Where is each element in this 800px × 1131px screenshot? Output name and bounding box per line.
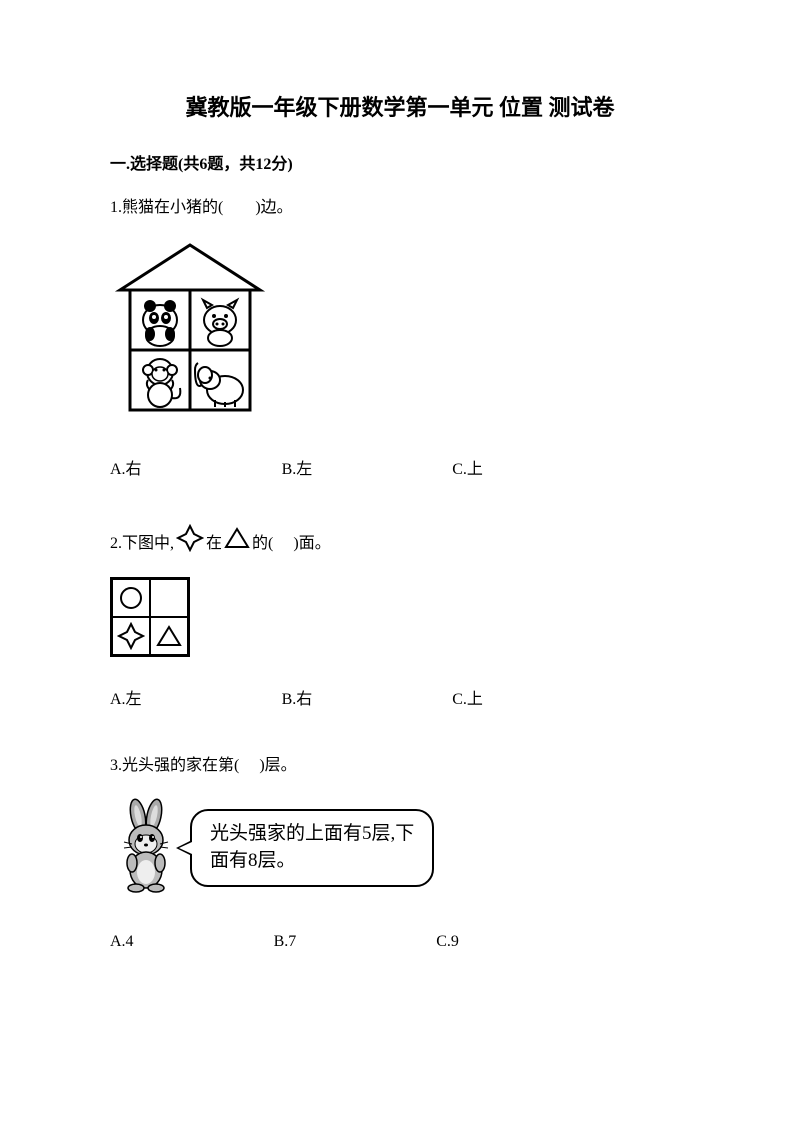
elephant-icon: [195, 363, 243, 407]
q2-option-b: B.右: [282, 685, 313, 709]
speech-bubble: 光头强家的上面有5层,下 面有8层。: [190, 809, 434, 886]
star4-icon: [176, 524, 204, 557]
bubble-line1: 光头强家的上面有5层,下: [210, 821, 414, 848]
q2-prefix: 2.下图中,: [110, 529, 174, 553]
q2-option-a: A.左: [110, 685, 142, 709]
q1-text: 1.熊猫在小猪的( )边。: [110, 196, 690, 220]
q3-option-b: B.7: [274, 933, 297, 951]
monkey-icon: [143, 359, 180, 407]
section-header: 一.选择题(共6题，共12分): [110, 150, 690, 174]
grid-cell-circle: [112, 579, 150, 617]
grid-cell-star: [112, 617, 150, 655]
q3-option-c: C.9: [436, 933, 459, 951]
q1-option-b: B.左: [282, 455, 313, 479]
q3-figure: 光头强家的上面有5层,下 面有8层。: [110, 798, 690, 898]
q2-text: 2.下图中, 在 的( )面。: [110, 524, 690, 557]
q1-options: A.右 B.左 C.上: [110, 455, 690, 479]
q1-figure: [110, 240, 690, 425]
q2-suffix: 的( )面。: [252, 529, 331, 553]
grid-cell-empty: [150, 579, 188, 617]
rabbit-icon: [110, 798, 185, 898]
q2-option-c: C.上: [452, 685, 483, 709]
bubble-line2: 面有8层。: [210, 848, 414, 875]
q3-text: 3.光头强的家在第( )层。: [110, 754, 690, 778]
q2-figure: [110, 577, 190, 657]
q2-options: A.左 B.右 C.上: [110, 685, 690, 709]
q1-option-a: A.右: [110, 455, 142, 479]
q3-options: A.4 B.7 C.9: [110, 933, 690, 951]
q2-mid: 在: [206, 529, 222, 553]
grid-cell-triangle: [150, 617, 188, 655]
speech-tail-icon: [176, 840, 192, 856]
q1-option-c: C.上: [452, 455, 483, 479]
page-title: 冀教版一年级下册数学第一单元 位置 测试卷: [110, 90, 690, 122]
pig-icon: [203, 300, 237, 346]
panda-icon: [143, 300, 177, 346]
triangle-icon: [224, 525, 250, 556]
q3-option-a: A.4: [110, 933, 134, 951]
